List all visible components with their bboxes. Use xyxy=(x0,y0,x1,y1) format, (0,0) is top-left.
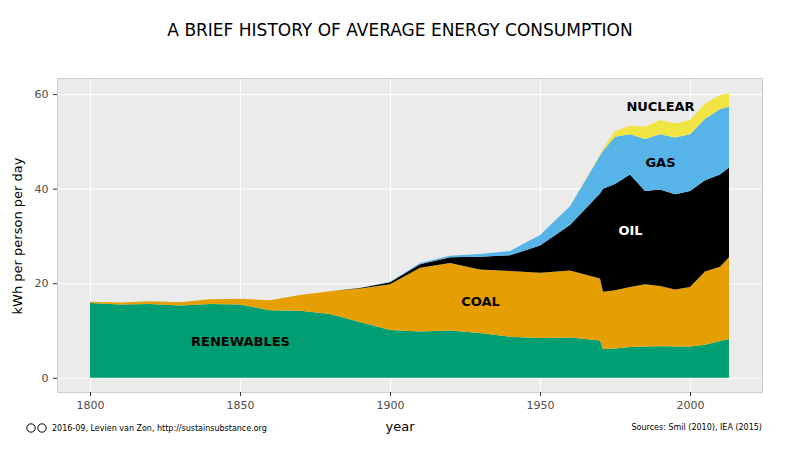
svg-text:2000: 2000 xyxy=(677,399,705,412)
svg-text:COAL: COAL xyxy=(461,294,500,309)
html-text:year: year xyxy=(385,419,415,434)
svg-text:GAS: GAS xyxy=(645,155,675,170)
svg-text:NUCLEAR: NUCLEAR xyxy=(626,99,694,114)
html-text:Sources: Smil (2010), IEA (201: Sources: Smil (2010), IEA (2015) xyxy=(631,423,762,432)
html-text:2016-09, Levien van Zon, http:: 2016-09, Levien van Zon, http://sustains… xyxy=(52,423,267,433)
svg-text:20: 20 xyxy=(35,277,49,290)
svg-text:RENEWABLES: RENEWABLES xyxy=(191,334,290,349)
svg-text:1950: 1950 xyxy=(527,399,555,412)
html-text:A BRIEF HISTORY OF AVERAGE ENE: A BRIEF HISTORY OF AVERAGE ENERGY CONSUM… xyxy=(167,20,633,40)
svg-text:60: 60 xyxy=(35,88,49,101)
svg-text:1850: 1850 xyxy=(227,399,255,412)
svg-text:0: 0 xyxy=(42,372,49,385)
svg-text:OIL: OIL xyxy=(618,223,642,238)
svg-text:40: 40 xyxy=(35,183,49,196)
html-text:kWh per person per day: kWh per person per day xyxy=(9,157,25,315)
svg-text:1900: 1900 xyxy=(377,399,405,412)
svg-text:1800: 1800 xyxy=(77,399,105,412)
